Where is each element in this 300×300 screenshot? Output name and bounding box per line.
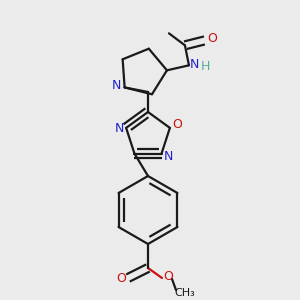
Text: H: H <box>200 60 210 73</box>
Text: N: N <box>164 150 173 163</box>
Text: O: O <box>172 118 182 131</box>
Text: O: O <box>116 272 126 284</box>
Text: O: O <box>207 32 217 45</box>
Text: N: N <box>112 79 121 92</box>
Text: O: O <box>163 271 173 284</box>
Text: N: N <box>114 122 124 135</box>
Text: N: N <box>189 58 199 71</box>
Text: CH₃: CH₃ <box>175 288 195 298</box>
